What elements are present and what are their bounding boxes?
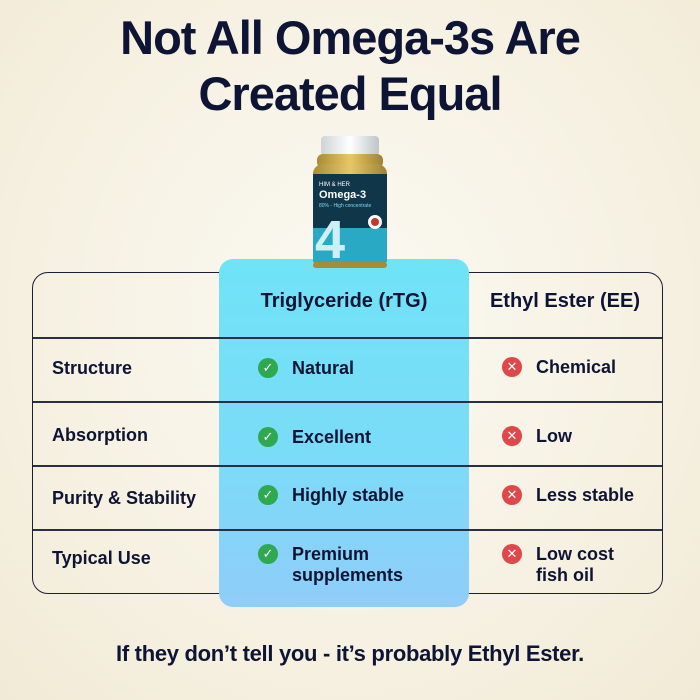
cell-text: Low [536,426,572,446]
cell-rtg-absorption: ✓ Excellent [258,427,371,448]
divider [33,401,662,403]
divider [33,337,662,339]
column-header-rtg: Triglyceride (rTG) [260,290,428,312]
cell-ee-purity: ✕ Less stable [502,485,634,506]
bottle-subtitle: 80% - High concentrate [319,203,371,209]
column-header-ee: Ethyl Ester (EE) [489,290,641,312]
check-icon: ✓ [258,358,278,378]
cell-text: Less stable [536,485,635,505]
check-icon: ✓ [258,544,278,564]
cell-rtg-purity: ✓ Highly stable [258,485,404,506]
cell-text: Natural [292,358,355,378]
cross-icon: ✕ [502,426,522,446]
bottle-numeral: 4 [315,210,345,270]
cell-rtg-structure: ✓ Natural [258,358,354,379]
footer-tagline: If they don’t tell you - it’s probably E… [116,641,584,666]
cell-text: Excellent [292,427,372,447]
cell-ee-structure: ✕ Chemical [502,357,616,378]
cell-ee-absorption: ✕ Low [502,426,572,447]
row-label-structure: Structure [52,358,133,378]
cell-text: Premium supplements [292,544,404,585]
cell-text: Highly stable [292,485,405,505]
bottle-product-name: Omega-3 [319,189,366,201]
cross-icon: ✕ [502,544,522,564]
page-title: Not All Omega-3s Are Created Equal [0,10,700,122]
cross-icon: ✕ [502,485,522,505]
cell-ee-typical-use: ✕ Low cost fish oil [502,544,614,586]
divider [33,529,662,531]
title-line-2: Created Equal [198,67,502,120]
row-label-typical-use: Typical Use [52,548,151,568]
check-icon: ✓ [258,427,278,447]
cell-text: Chemical [536,357,617,377]
title-line-1: Not All Omega-3s Are [120,11,581,64]
cell-rtg-typical-use: ✓ Premium supplements [258,544,403,586]
check-icon: ✓ [258,485,278,505]
bottle-brand-text: HIM & HER [319,182,351,188]
row-label-purity: Purity & Stability [52,488,197,508]
cell-text: Low cost fish oil [536,544,615,585]
divider [33,465,662,467]
cross-icon: ✕ [502,357,522,377]
omega3-bottle-image: HIM & HER Omega-3 80% - High concentrate… [313,136,387,270]
row-label-absorption: Absorption [52,425,148,445]
